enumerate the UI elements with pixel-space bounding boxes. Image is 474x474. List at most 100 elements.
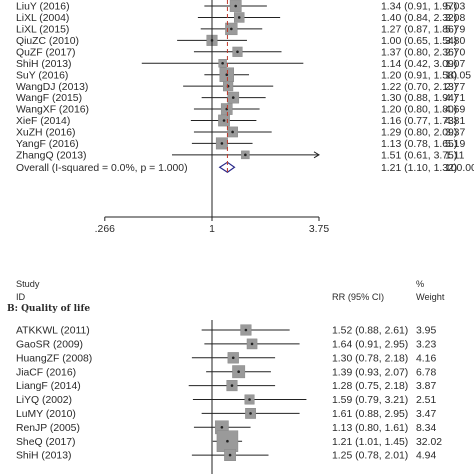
weight-value: 1.07 xyxy=(445,59,465,70)
study-label: ShiH (2013) xyxy=(16,59,71,70)
header-percent: % xyxy=(416,279,424,289)
section-title: B: Quality of life xyxy=(7,304,90,314)
point-estimate xyxy=(250,342,254,346)
study-label: XieF (2014) xyxy=(16,116,70,127)
point-estimate xyxy=(220,426,224,429)
weight-value: 3.47 xyxy=(416,409,436,420)
weight-value: 4.16 xyxy=(416,353,436,364)
ci-value: 1.16 (0.77, 1.73) xyxy=(381,116,457,127)
overall-label: Overall (I-squared = 0.0%, p = 1.000) xyxy=(16,163,188,174)
point-estimate xyxy=(231,356,235,360)
x-tick-label: 3.75 xyxy=(309,224,329,235)
study-label: LiXL (2004) xyxy=(16,13,69,24)
ci-value: 1.28 (0.75, 2.18) xyxy=(332,381,408,392)
weight-value: 4.69 xyxy=(445,105,465,116)
x-tick-label: .266 xyxy=(95,224,115,235)
point-estimate xyxy=(228,453,232,457)
weight-value: 6.78 xyxy=(416,367,436,378)
point-estimate xyxy=(244,328,248,332)
weight-value: 3.95 xyxy=(416,326,436,337)
study-label: RenJP (2005) xyxy=(16,423,80,434)
ci-value: 1.59 (0.79, 3.21) xyxy=(332,395,408,406)
ci-value: 1.13 (0.78, 1.65) xyxy=(381,139,457,150)
weight-value: 8.34 xyxy=(416,423,436,434)
point-estimate xyxy=(236,50,239,54)
study-label: LiYQ (2002) xyxy=(16,395,72,406)
point-estimate xyxy=(225,73,229,76)
study-label: ShiH (2013) xyxy=(16,451,71,462)
header-weight: Weight xyxy=(416,292,445,302)
weight-value: 4.71 xyxy=(445,93,465,104)
study-label: LiXL (2015) xyxy=(16,25,69,36)
point-estimate xyxy=(234,4,237,8)
x-tick-label: 1 xyxy=(209,224,215,235)
study-label: QuZF (2017) xyxy=(16,47,75,58)
ci-value: 1.14 (0.42, 3.09) xyxy=(381,59,457,70)
ci-value: 1.37 (0.80, 2.36) xyxy=(381,47,457,58)
study-label: XuZH (2016) xyxy=(16,128,75,139)
study-label: QiuZC (2010) xyxy=(16,36,79,47)
ci-value: 1.34 (0.91, 1.97) xyxy=(381,2,457,13)
study-label: LiangF (2014) xyxy=(16,381,81,392)
weight-value: 10.05 xyxy=(445,70,471,81)
ci-value: 1.29 (0.80, 2.09) xyxy=(381,128,457,139)
ci-arrow xyxy=(313,151,320,159)
ci-value: 1.30 (0.78, 2.18) xyxy=(332,353,408,364)
point-estimate xyxy=(220,142,224,145)
weight-value: 3.80 xyxy=(445,36,465,47)
point-estimate xyxy=(222,119,226,122)
header-id: ID xyxy=(16,292,26,302)
ci-value: 1.20 (0.91, 1.58) xyxy=(381,70,457,81)
study-label: YangF (2016) xyxy=(16,139,79,150)
point-estimate xyxy=(231,130,234,134)
weight-value: 4.81 xyxy=(445,116,465,127)
point-estimate xyxy=(231,96,235,99)
ci-value: 1.61 (0.88, 2.95) xyxy=(332,409,408,420)
weight-value: 2.51 xyxy=(416,395,436,406)
weight-value: 3.87 xyxy=(416,381,436,392)
study-label: WangF (2015) xyxy=(16,93,82,104)
overall-ci-value: 1.21 (1.10, 1.32) xyxy=(381,163,457,174)
ci-value: 1.64 (0.91, 2.95) xyxy=(332,340,408,351)
point-estimate xyxy=(249,412,252,415)
ci-value: 1.21 (1.01, 1.45) xyxy=(332,437,408,448)
ci-value: 1.25 (0.78, 2.01) xyxy=(332,451,408,462)
weight-value: 5.79 xyxy=(445,25,465,36)
ci-value: 1.13 (0.80, 1.61) xyxy=(332,423,408,434)
point-estimate xyxy=(221,61,224,65)
point-estimate xyxy=(226,439,229,443)
weight-value: 3.37 xyxy=(445,128,465,139)
weight-value: 5.03 xyxy=(445,2,465,13)
header-rr-ci: RR (95% CI) xyxy=(332,292,384,302)
weight-value: 5.19 xyxy=(445,139,465,150)
study-label: LiuY (2016) xyxy=(16,2,70,13)
point-estimate xyxy=(230,27,233,31)
weight-value: 2.70 xyxy=(445,47,465,58)
study-label: LuMY (2010) xyxy=(16,409,76,420)
point-estimate xyxy=(248,398,251,401)
study-label: WangXF (2016) xyxy=(16,105,89,116)
study-label: SuY (2016) xyxy=(16,70,68,81)
ci-value: 1.39 (0.93, 2.07) xyxy=(332,367,408,378)
weight-value: 2.77 xyxy=(445,82,465,93)
weight-value: 3.08 xyxy=(445,13,465,24)
study-label: WangDJ (2013) xyxy=(16,82,88,93)
weight-value: 1.11 xyxy=(445,150,465,161)
ci-value: 1.30 (0.88, 1.94) xyxy=(381,93,457,104)
study-label: JiaCF (2016) xyxy=(16,367,76,378)
ci-value: 1.27 (0.87, 1.86) xyxy=(381,25,457,36)
overall-diamond xyxy=(218,161,236,174)
ci-value: 1.51 (0.61, 3.75) xyxy=(381,150,457,161)
study-label: ATKKWL (2011) xyxy=(16,326,90,337)
point-estimate xyxy=(230,384,234,387)
ci-value: 1.20 (0.80, 1.80) xyxy=(381,105,457,116)
study-label: GaoSR (2009) xyxy=(16,340,83,351)
study-label: HuangZF (2008) xyxy=(16,353,92,364)
weight-value: 3.23 xyxy=(416,340,436,351)
ci-value: 1.00 (0.65, 1.54) xyxy=(381,36,457,47)
ci-value: 1.40 (0.84, 2.32) xyxy=(381,13,457,24)
point-estimate xyxy=(244,153,247,157)
ci-value: 1.22 (0.70, 2.13) xyxy=(381,82,457,93)
